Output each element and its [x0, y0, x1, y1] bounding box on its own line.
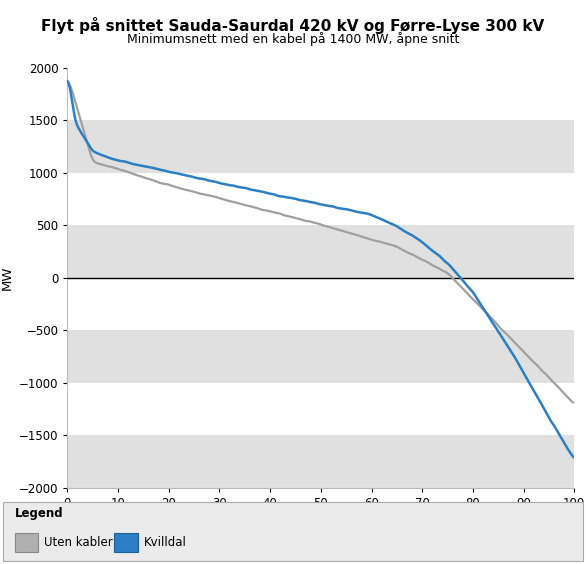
Bar [67, 277, 574, 331]
Text: Legend: Legend [15, 507, 63, 520]
Bar [67, 225, 574, 277]
Bar [67, 383, 574, 435]
Text: Minimumsnett med en kabel på 1400 MW, åpne snitt: Minimumsnett med en kabel på 1400 MW, åp… [127, 33, 459, 46]
Bar [67, 173, 574, 225]
Text: Uten kabler: Uten kabler [44, 536, 113, 549]
FancyBboxPatch shape [3, 503, 583, 561]
Y-axis label: MW: MW [1, 266, 13, 290]
Bar [67, 68, 574, 120]
Text: Kvilldal: Kvilldal [144, 536, 186, 549]
Bar [67, 435, 574, 488]
FancyBboxPatch shape [114, 533, 138, 552]
FancyBboxPatch shape [15, 533, 38, 552]
Bar [67, 120, 574, 173]
Text: Flyt på snittet Sauda-Saurdal 420 kV og Førre-Lyse 300 kV: Flyt på snittet Sauda-Saurdal 420 kV og … [42, 17, 544, 34]
Bar [67, 331, 574, 383]
